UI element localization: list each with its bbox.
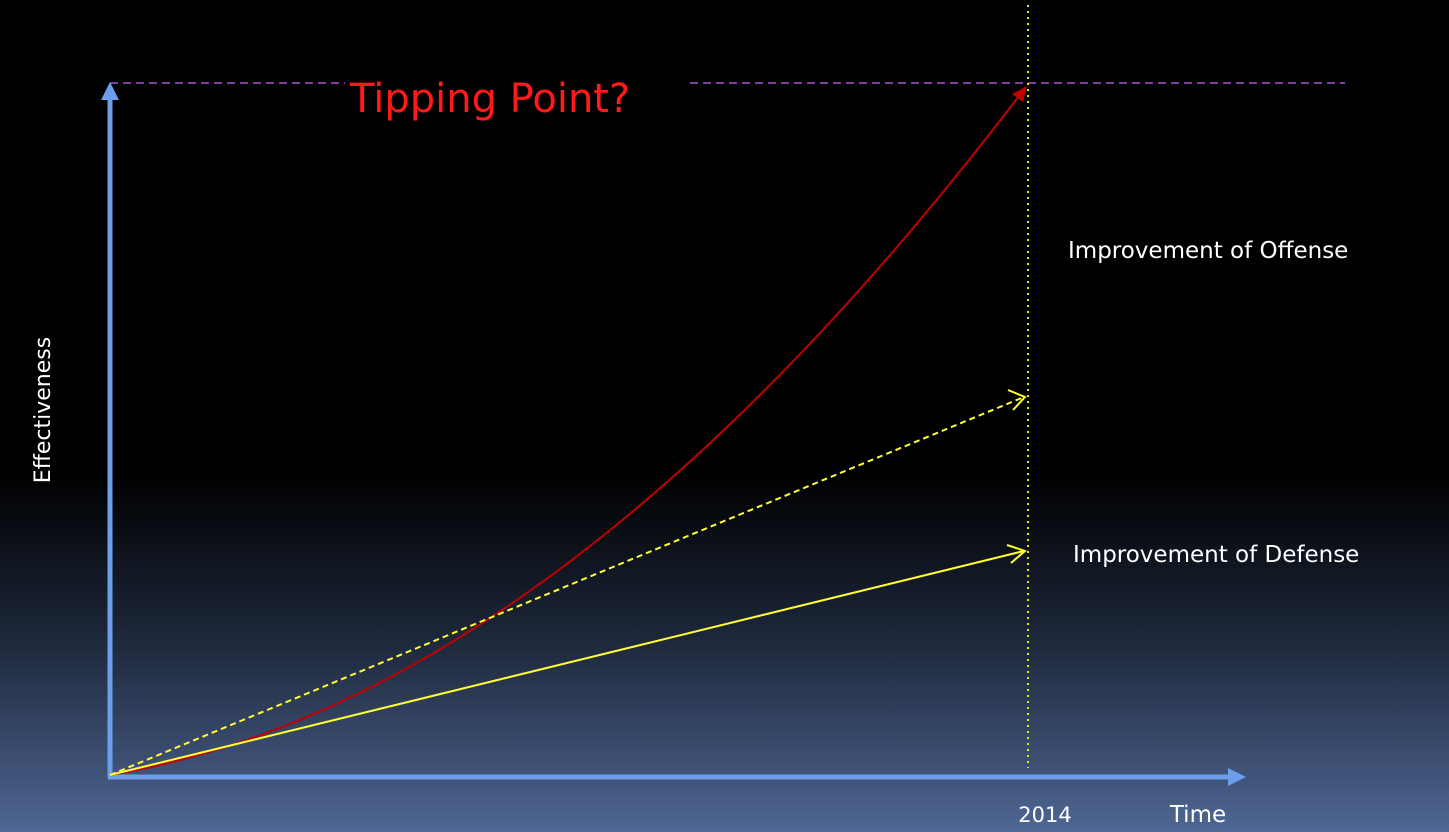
offense-label: Improvement of Offense [1068,238,1348,264]
offense-curve [109,91,1023,776]
year-label: 2014 [1018,803,1071,827]
defense-line [109,550,1025,776]
defense-arrow [1006,544,1027,564]
x-axis-arrow [1228,768,1246,786]
y-axis-label: Effectiveness [31,337,56,483]
y-axis-arrow [101,82,119,100]
x-axis-label: Time [1169,802,1226,828]
defense-label: Improvement of Defense [1073,542,1359,568]
tipping-title: Tipping Point? [349,76,630,122]
expected-arrow [1007,389,1027,411]
offense-arrow [1012,86,1027,102]
expected-line [109,396,1025,776]
